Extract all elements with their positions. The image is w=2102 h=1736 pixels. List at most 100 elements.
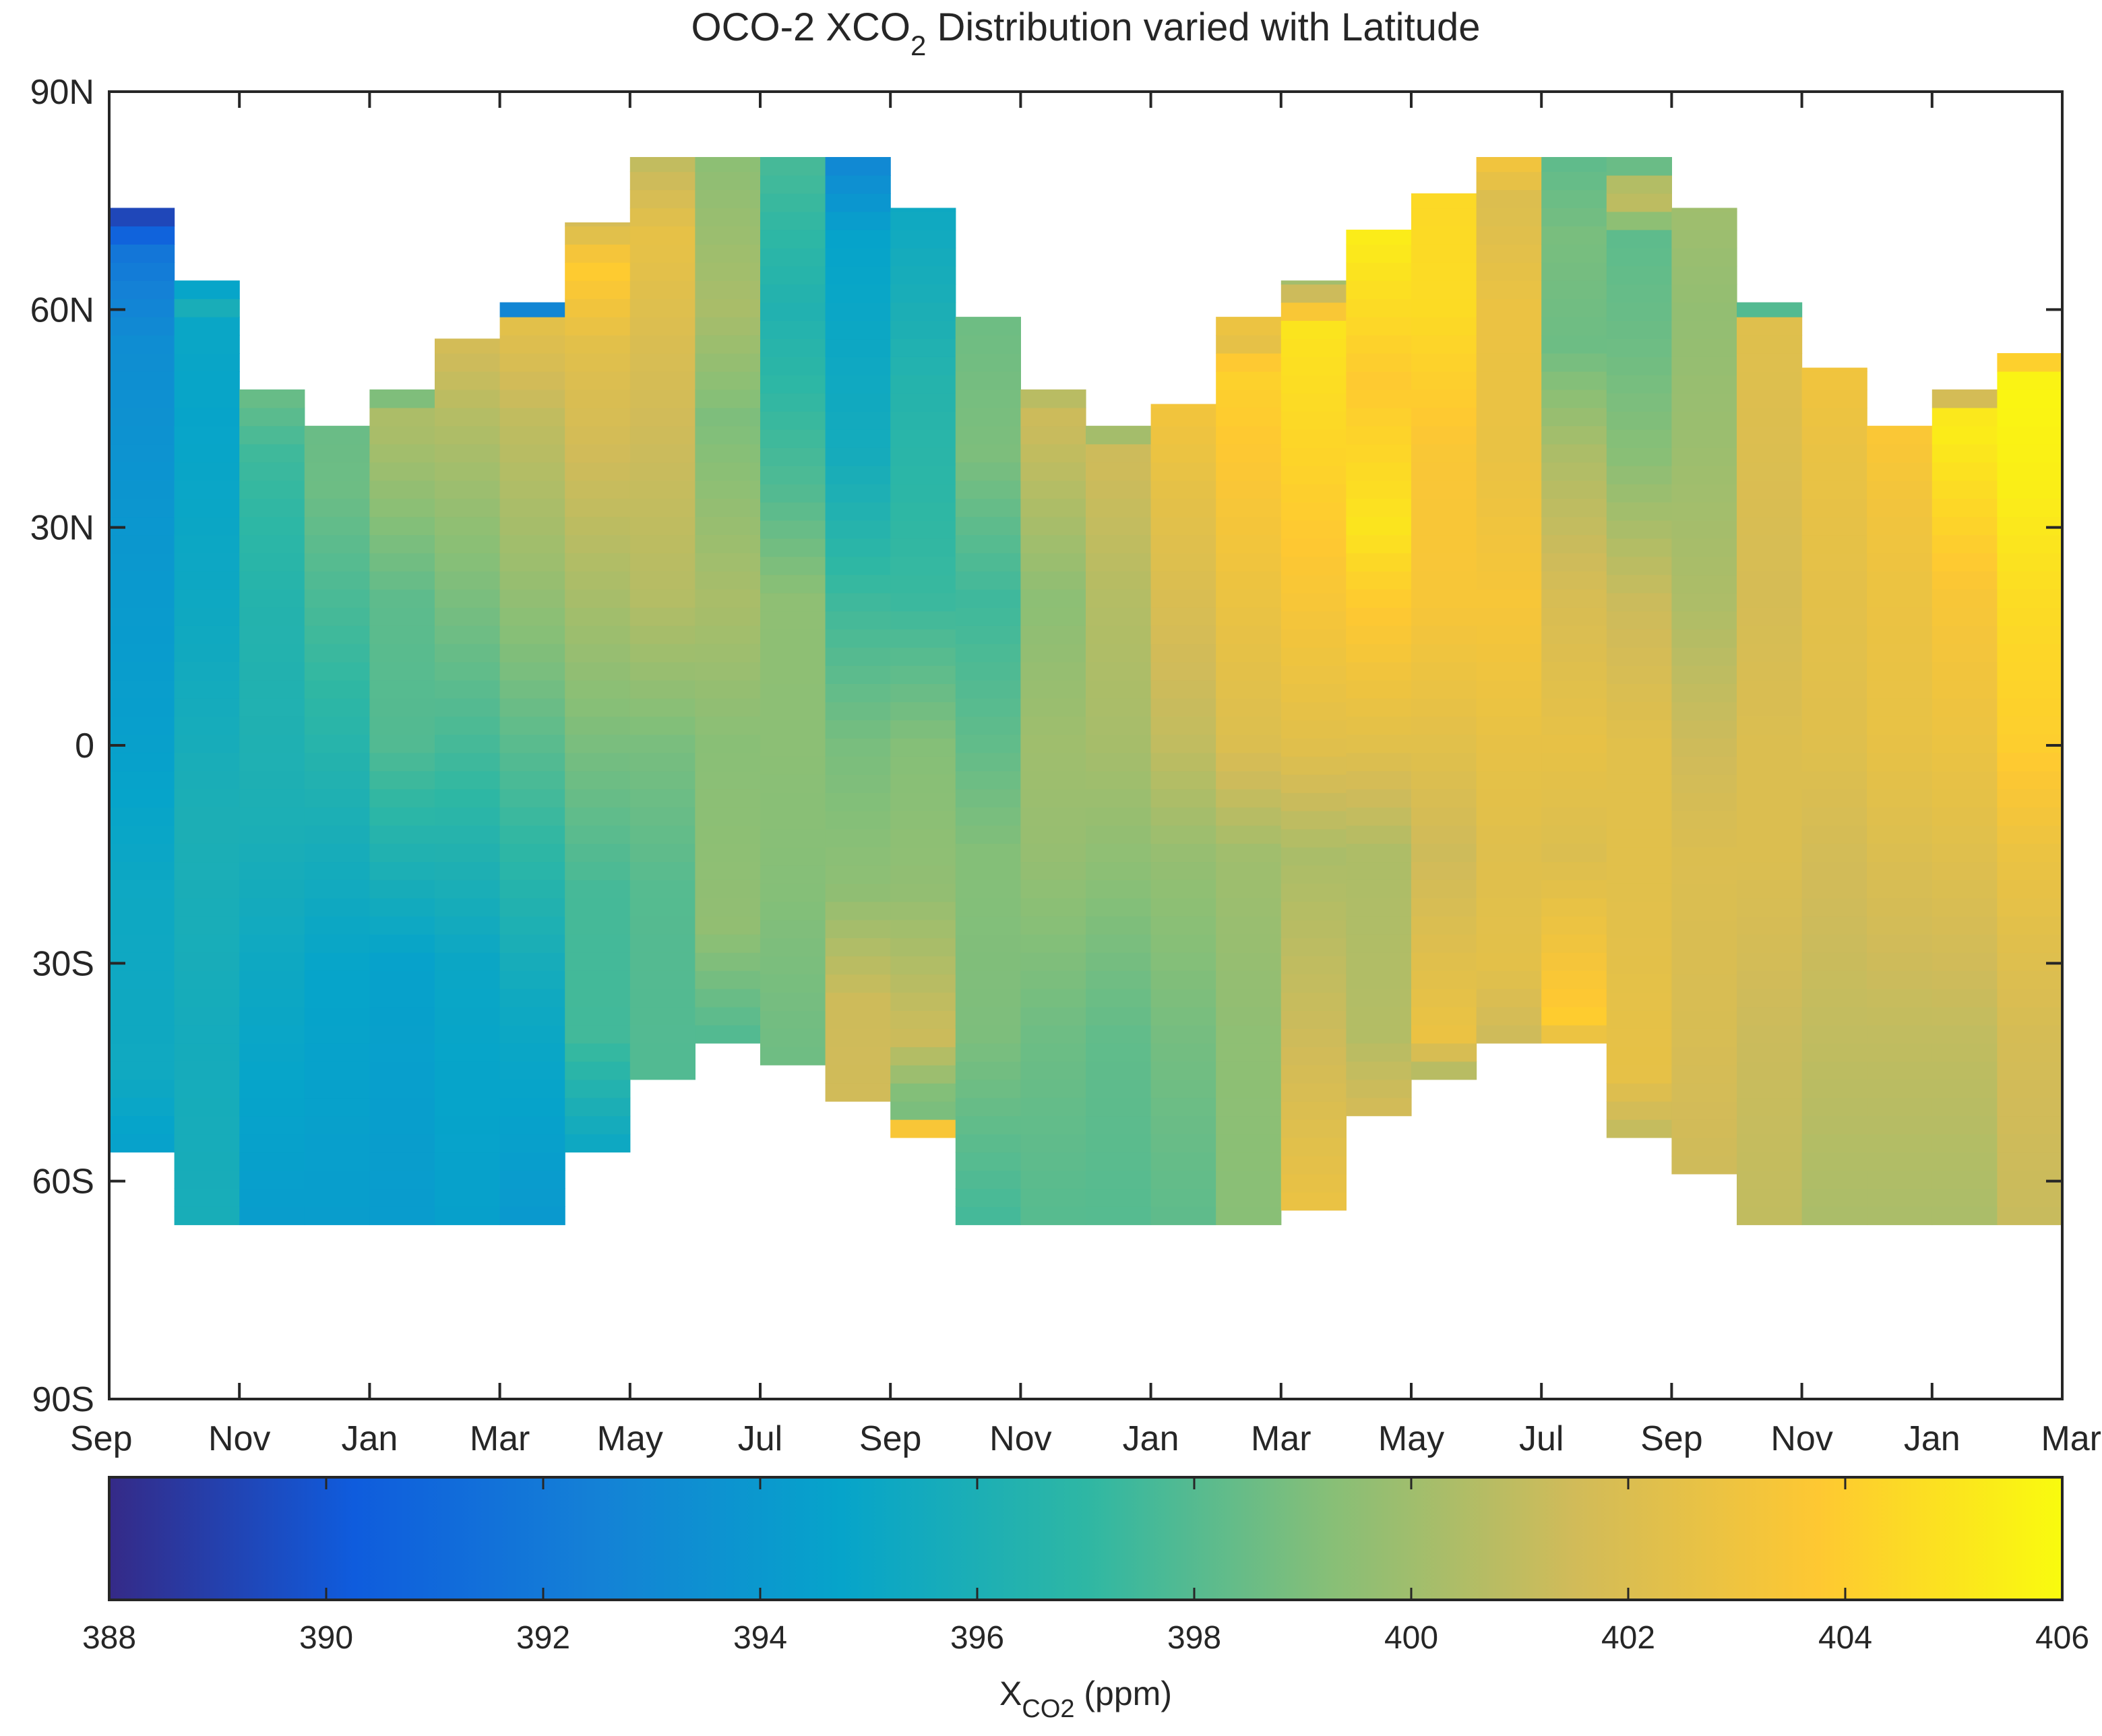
heatmap-cell [1671, 720, 1737, 739]
heatmap-cell [369, 644, 435, 662]
heatmap-cell [499, 788, 565, 808]
heatmap-cell [239, 498, 305, 518]
heatmap-cell [629, 389, 695, 408]
heatmap-cell [955, 353, 1021, 372]
heatmap-cell [890, 1065, 956, 1084]
heatmap-cell [435, 589, 501, 608]
heatmap-cell [1997, 644, 2063, 662]
heatmap-cell [1216, 407, 1282, 427]
heatmap-cell [1346, 716, 1412, 735]
heatmap-cell [1411, 970, 1477, 989]
heatmap-cell [695, 244, 761, 263]
heatmap-cell [1216, 389, 1282, 408]
heatmap-cell [1931, 1043, 1998, 1062]
heatmap-cell [1346, 1043, 1412, 1062]
heatmap-cell [1150, 898, 1216, 917]
heatmap-cell [239, 825, 305, 844]
heatmap-cell [304, 807, 370, 826]
heatmap-cell [629, 317, 695, 336]
heatmap-cell [1346, 1097, 1412, 1117]
heatmap-cell [1411, 317, 1477, 336]
heatmap-cell [304, 1061, 370, 1080]
heatmap-cell [1086, 571, 1152, 590]
heatmap-cell [825, 302, 891, 321]
heatmap-cell [1086, 1188, 1152, 1207]
heatmap-cell [1541, 280, 1607, 299]
heatmap-cell [239, 698, 305, 717]
heatmap-cell [1541, 299, 1607, 317]
heatmap-cell [629, 553, 695, 571]
heatmap-cell [890, 828, 956, 848]
heatmap-cell [760, 720, 826, 739]
heatmap-cell [1086, 462, 1152, 481]
heatmap-cell [239, 662, 305, 681]
heatmap-cell [1280, 720, 1347, 739]
heatmap-cell [1997, 1061, 2063, 1080]
heatmap-cell [239, 1043, 305, 1062]
heatmap-cell [1150, 589, 1216, 608]
heatmap-cell [890, 520, 956, 539]
heatmap-cell [760, 375, 826, 394]
heatmap-cell [239, 934, 305, 953]
heatmap-cell [1931, 607, 1998, 626]
heatmap-cell [1737, 317, 1803, 336]
heatmap-cell [760, 356, 826, 375]
heatmap-cell [1541, 788, 1607, 808]
heatmap-cell [109, 1097, 175, 1117]
heatmap-cell [1150, 662, 1216, 681]
heatmap-cell [760, 774, 826, 793]
heatmap-cell [1476, 989, 1542, 1008]
heatmap-cell [369, 389, 435, 408]
heatmap-cell [1020, 1188, 1086, 1207]
heatmap-cell [1606, 520, 1672, 539]
heatmap-cell [890, 229, 956, 249]
heatmap-cell [435, 807, 501, 826]
heatmap-cell [1867, 589, 1933, 608]
heatmap-cell [1411, 716, 1477, 735]
heatmap-cell [629, 1061, 695, 1080]
heatmap-cell [174, 516, 240, 536]
heatmap-cell [1931, 807, 1998, 826]
heatmap-cell [825, 284, 891, 303]
heatmap-cell [1346, 353, 1412, 372]
heatmap-cell [629, 407, 695, 427]
heatmap-cell [435, 770, 501, 790]
heatmap-cell [1150, 407, 1216, 427]
heatmap-cell [760, 284, 826, 303]
heatmap-cell [304, 462, 370, 481]
heatmap-cell [1737, 498, 1803, 518]
heatmap-cell [1801, 989, 1867, 1008]
heatmap-cell [1606, 647, 1672, 666]
heatmap-cell [1737, 625, 1803, 644]
heatmap-cell [955, 534, 1021, 553]
heatmap-cell [565, 480, 631, 499]
heatmap-cell [109, 226, 175, 245]
heatmap-cell [760, 702, 826, 720]
heatmap-cell [1737, 770, 1803, 790]
heatmap-cell [1671, 1119, 1737, 1138]
heatmap-cell [1997, 861, 2063, 880]
heatmap-cell [825, 665, 891, 684]
heatmap-cell [695, 443, 761, 463]
heatmap-cell [435, 879, 501, 898]
heatmap-cell [1671, 211, 1737, 230]
heatmap-cell [1931, 553, 1998, 571]
heatmap-cell [174, 1134, 240, 1153]
heatmap-cell [499, 498, 565, 518]
heatmap-cell [1997, 407, 2063, 427]
heatmap-cell [435, 389, 501, 408]
heatmap-cell [1671, 592, 1737, 612]
heatmap-cell [1346, 317, 1412, 336]
heatmap-cell [629, 934, 695, 953]
heatmap-cell [499, 734, 565, 753]
heatmap-cell [825, 574, 891, 594]
x-tick-label: Mar [1251, 1419, 1311, 1458]
heatmap-cell [955, 1188, 1021, 1207]
heatmap-cell [1541, 208, 1607, 226]
x-tick-label: Nov [208, 1419, 270, 1458]
heatmap-cell [565, 680, 631, 699]
heatmap-cell [1086, 752, 1152, 772]
heatmap-cell [1737, 443, 1803, 463]
heatmap-cell [825, 193, 891, 212]
heatmap-cell [1671, 702, 1737, 720]
